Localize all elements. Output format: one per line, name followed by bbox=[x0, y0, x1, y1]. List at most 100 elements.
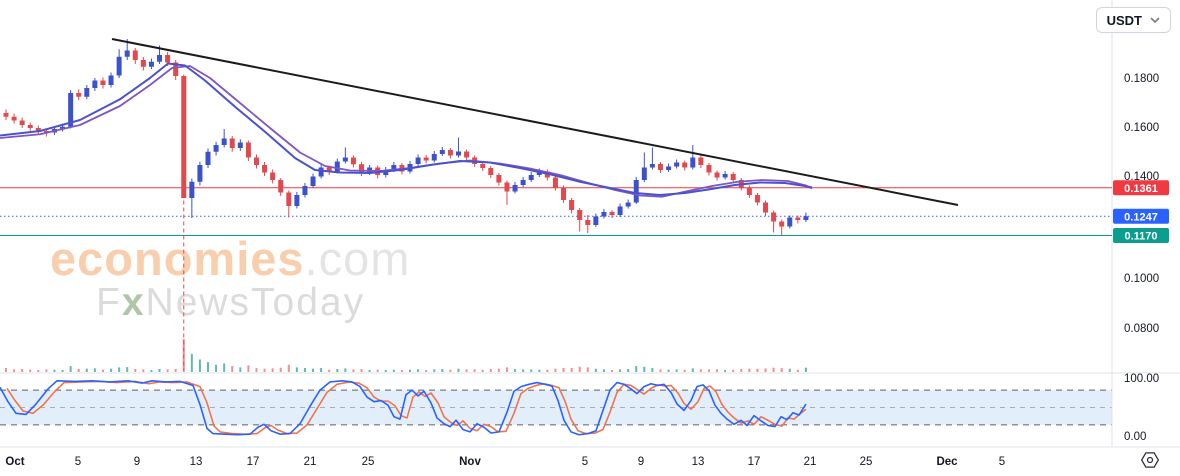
candle-body bbox=[245, 142, 251, 158]
volume-bar bbox=[489, 369, 492, 372]
candle-body bbox=[779, 221, 785, 227]
volume-bar bbox=[497, 368, 500, 372]
volume-bar bbox=[158, 369, 161, 372]
volume-bar bbox=[198, 359, 201, 372]
time-axis[interactable]: Oct 5 9 13 17 21 25 Nov 5 9 13 17 21 25 Dec 5 bbox=[5, 456, 1005, 468]
volume-bar bbox=[683, 369, 686, 372]
time-tick-label: 21 bbox=[804, 456, 817, 468]
volume-bar bbox=[586, 367, 589, 372]
volume-bar bbox=[740, 369, 743, 372]
candle-body bbox=[100, 80, 106, 85]
candle-body bbox=[270, 172, 276, 180]
price-tag-value: 0.1247 bbox=[1124, 211, 1158, 223]
candle-body bbox=[787, 217, 793, 227]
volume-bar bbox=[409, 369, 411, 372]
price-axis[interactable]: 0.1800 0.1600 0.1400 0.1000 0.0800 100.00 0.00 bbox=[1124, 73, 1159, 443]
volume-bar bbox=[514, 369, 517, 372]
volume-bar bbox=[554, 368, 557, 372]
stochastic-d-line[interactable] bbox=[6, 380, 807, 435]
candle-body bbox=[140, 60, 146, 67]
candle-body bbox=[116, 56, 122, 76]
candle-body bbox=[181, 76, 187, 198]
time-tick-label: 9 bbox=[134, 456, 140, 468]
candle-body bbox=[189, 181, 195, 198]
candle-body bbox=[148, 61, 154, 67]
candle-body bbox=[609, 212, 615, 215]
volume-bar bbox=[13, 369, 16, 372]
candle-body bbox=[585, 220, 591, 225]
volume-bar bbox=[392, 369, 395, 372]
price-tick-label: 0.1800 bbox=[1124, 73, 1159, 85]
volume-bar bbox=[5, 368, 7, 372]
time-tick-label: 21 bbox=[304, 456, 317, 468]
time-tick-label: 13 bbox=[692, 456, 705, 468]
gear-icon bbox=[1141, 452, 1159, 468]
ma-line-slow[interactable] bbox=[0, 65, 813, 198]
volume-bar bbox=[611, 370, 613, 372]
candle-body bbox=[423, 157, 429, 161]
candle-body bbox=[11, 116, 17, 121]
candle-body bbox=[310, 176, 316, 186]
volume-bar bbox=[223, 363, 226, 372]
quote-currency-selector[interactable]: USDT bbox=[1095, 7, 1171, 33]
price-tick-label: 100.00 bbox=[1124, 373, 1159, 385]
descending-trendline[interactable] bbox=[111, 38, 959, 206]
candle-body bbox=[577, 210, 583, 220]
volume-bar bbox=[772, 367, 775, 372]
volume-bar bbox=[255, 368, 258, 372]
candle-body bbox=[754, 195, 760, 203]
candle-body bbox=[803, 216, 809, 220]
candle-body bbox=[383, 170, 389, 175]
candle-body bbox=[730, 174, 736, 180]
volume-bar bbox=[21, 369, 24, 372]
candle-body bbox=[84, 88, 90, 97]
volume-bar bbox=[651, 368, 654, 372]
volume-bar bbox=[150, 370, 153, 372]
candle-body bbox=[666, 166, 672, 170]
candle-body bbox=[35, 128, 41, 131]
volume-bar bbox=[707, 369, 710, 372]
candle-body bbox=[528, 175, 534, 180]
volume-bar bbox=[69, 366, 72, 372]
volume-bar bbox=[376, 369, 379, 372]
volume-bar bbox=[788, 368, 791, 372]
candle-body bbox=[746, 187, 752, 195]
volume-bar bbox=[457, 368, 460, 372]
time-tick-label: Dec bbox=[936, 456, 958, 468]
volume-bar bbox=[635, 366, 638, 372]
volume-bar bbox=[724, 370, 727, 372]
candle-body bbox=[536, 171, 542, 175]
volume-bar bbox=[522, 369, 525, 372]
candle-body bbox=[173, 62, 179, 76]
volume-bar bbox=[360, 369, 363, 372]
candle-body bbox=[132, 50, 138, 60]
volume-bar bbox=[247, 365, 250, 372]
time-tick-label: 17 bbox=[247, 456, 260, 468]
candle-body bbox=[771, 212, 777, 222]
price-tick-label: 0.00 bbox=[1124, 431, 1146, 443]
indicator-settings-button[interactable] bbox=[1138, 448, 1162, 472]
candle-body bbox=[520, 180, 526, 185]
volume-bar bbox=[619, 369, 622, 372]
volume-bar bbox=[465, 369, 468, 372]
ma-line-fast[interactable] bbox=[0, 62, 813, 196]
volume-bar bbox=[796, 369, 799, 372]
price-tick-label: 0.1000 bbox=[1124, 273, 1159, 285]
candle-body bbox=[205, 151, 211, 165]
chevron-down-icon bbox=[1150, 17, 1160, 23]
volume-bar bbox=[732, 369, 735, 372]
volume-bar bbox=[312, 368, 315, 372]
candle-body bbox=[674, 162, 680, 167]
volume-bar bbox=[231, 366, 234, 372]
volume-bar bbox=[764, 368, 767, 372]
volume-series bbox=[5, 339, 807, 372]
volume-bar bbox=[425, 370, 428, 372]
candle-body bbox=[480, 164, 486, 168]
time-tick-label: Oct bbox=[5, 456, 24, 468]
candle-body bbox=[60, 126, 66, 129]
volume-bar bbox=[441, 369, 444, 372]
candle-body bbox=[359, 164, 365, 173]
volume-bar bbox=[303, 368, 306, 372]
stochastic-k-line[interactable] bbox=[0, 380, 807, 436]
